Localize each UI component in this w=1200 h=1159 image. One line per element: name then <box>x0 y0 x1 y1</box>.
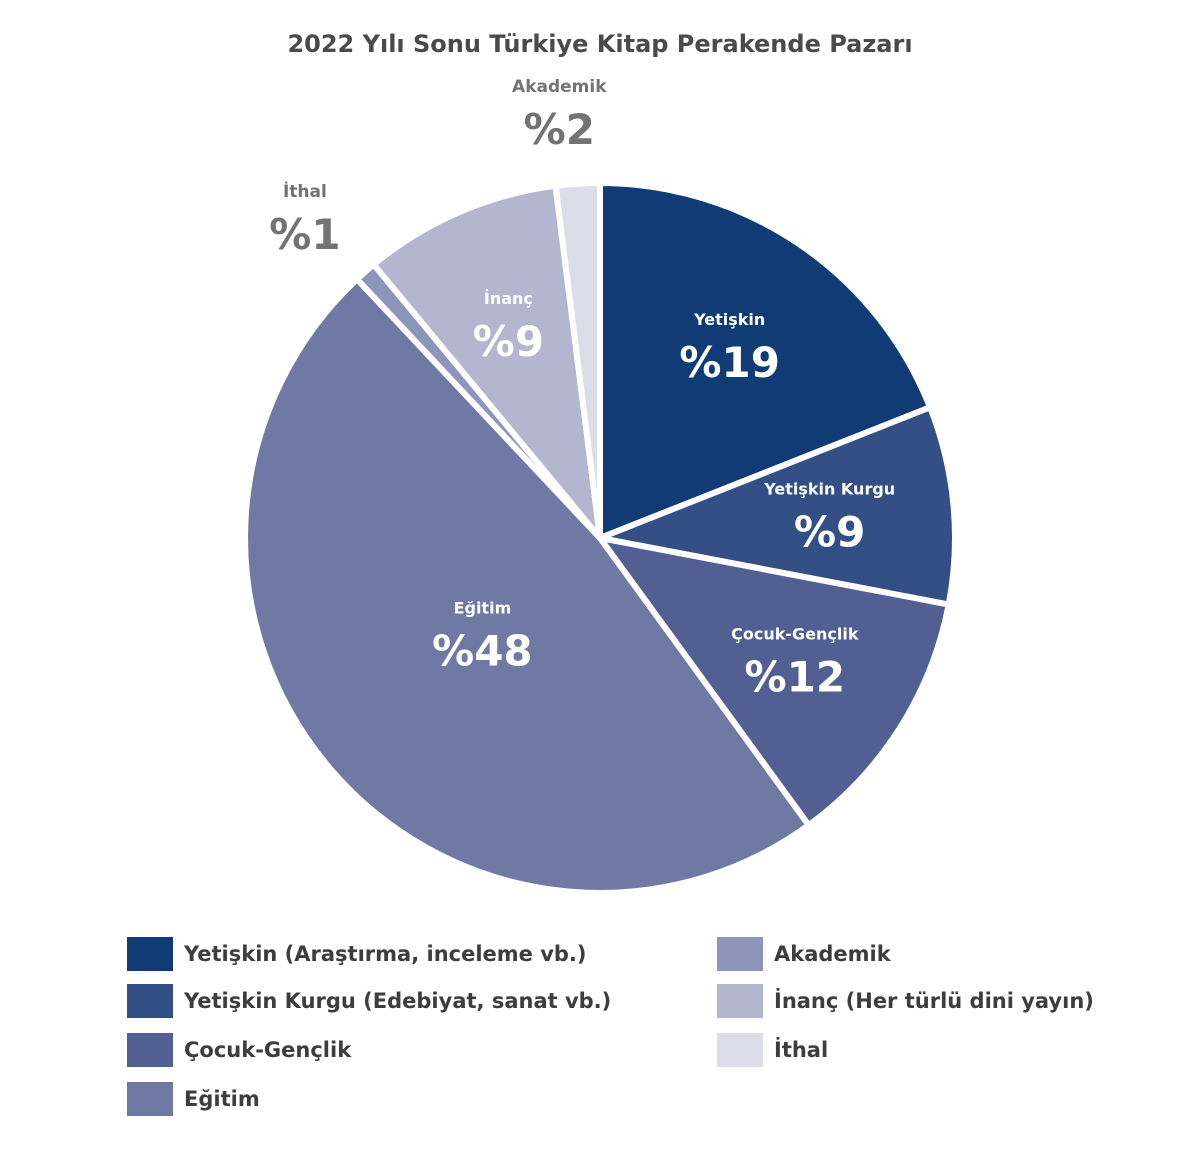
slice-value-yetiskin: %19 <box>679 338 780 387</box>
legend-swatch <box>127 1033 173 1067</box>
slice-label-egitim: Eğitim <box>454 598 512 617</box>
slice-label-yetiskin-kurgu: Yetişkin Kurgu <box>763 479 895 498</box>
legend-label: Yetişkin (Araştırma, inceleme vb.) <box>184 942 587 966</box>
legend-swatch <box>127 937 173 971</box>
slice-value-inanc: %9 <box>473 317 544 366</box>
legend-item-inanc: İnanç (Her türlü dini yayın) <box>717 984 1094 1018</box>
legend-item-ithal: İthal <box>717 1033 828 1067</box>
legend-swatch <box>127 984 173 1018</box>
legend-label: İnanç (Her türlü dini yayın) <box>774 989 1094 1013</box>
slice-label-akademik: Akademik <box>512 77 607 97</box>
slice-label-cocuk-genclik: Çocuk-Gençlik <box>731 625 859 644</box>
legend-label: Eğitim <box>184 1087 260 1111</box>
legend-item-egitim: Eğitim <box>127 1082 260 1116</box>
legend-item-yetiskin-kurgu: Yetişkin Kurgu (Edebiyat, sanat vb.) <box>127 984 611 1018</box>
legend-swatch <box>717 984 763 1018</box>
slice-value-egitim: %48 <box>432 626 533 675</box>
legend-item-yetiskin: Yetişkin (Araştırma, inceleme vb.) <box>127 937 587 971</box>
slice-label-ithal: İthal <box>283 180 327 202</box>
legend-label: İthal <box>774 1038 829 1062</box>
slice-value-akademik: %2 <box>524 105 595 154</box>
legend-label: Yetişkin Kurgu (Edebiyat, sanat vb.) <box>184 989 612 1013</box>
legend-swatch <box>717 937 763 971</box>
pie-slice-inanc <box>370 182 603 541</box>
pie-chart: Yetişkin %19 Yetişkin Kurgu %9 Çocuk-Gençlik… <box>242 76 958 896</box>
pie-slice-akademik <box>552 180 603 541</box>
pie-slice-yetiskin <box>597 180 934 541</box>
chart-title: 2022 Yılı Sonu Türkiye Kitap Perakende P… <box>287 30 913 58</box>
pie-slice-egitim <box>242 276 812 896</box>
slice-label-yetiskin: Yetişkin <box>693 310 765 329</box>
slice-label-inanc: İnanç <box>484 289 533 308</box>
slice-value-cocuk-genclik: %12 <box>745 653 846 702</box>
legend-swatch <box>717 1033 763 1067</box>
slice-value-yetiskin-kurgu: %9 <box>794 507 865 556</box>
pie-slice-yetiskin-kurgu <box>597 404 958 608</box>
pie-slice-cocuk-genclik <box>597 535 952 829</box>
legend-swatch <box>127 1082 173 1116</box>
legend-item-akademik: Akademik <box>717 937 891 971</box>
slice-value-ithal: %1 <box>269 210 340 259</box>
legend-item-cocuk-genclik: Çocuk-Gençlik <box>127 1033 351 1067</box>
legend-label: Çocuk-Gençlik <box>184 1038 352 1062</box>
legend-label: Akademik <box>774 942 891 966</box>
